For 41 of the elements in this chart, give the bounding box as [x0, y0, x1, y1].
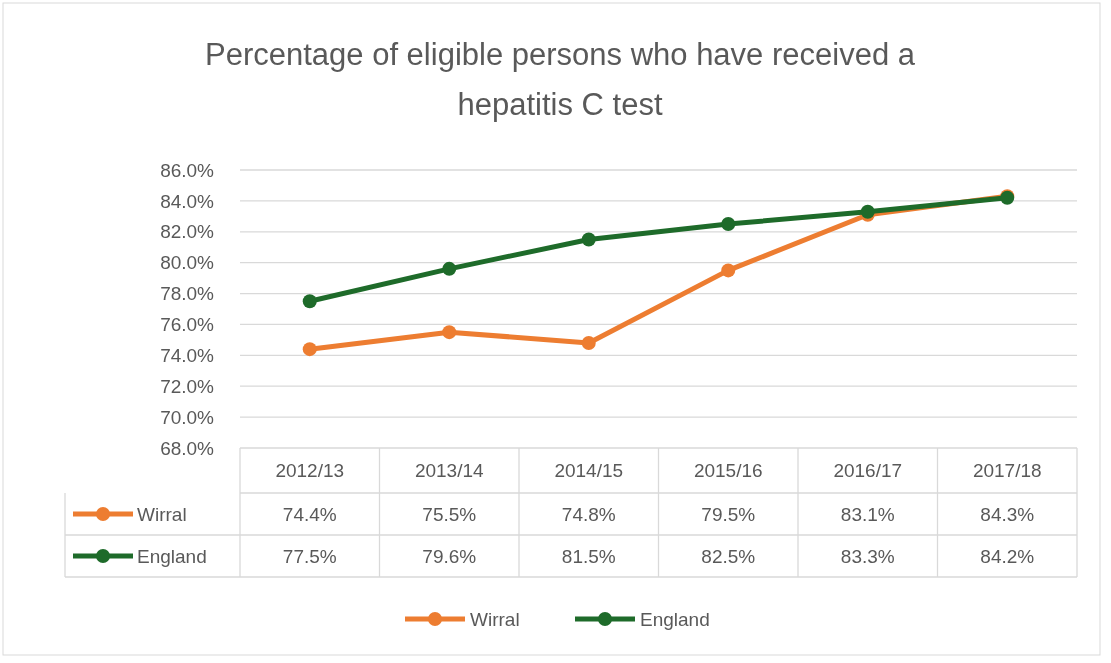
point	[442, 261, 457, 276]
data-label: 79.6%	[422, 545, 477, 567]
legend-label: England	[137, 545, 207, 567]
data-label: 75.5%	[422, 503, 477, 525]
data-label: 83.1%	[840, 503, 895, 525]
point	[302, 294, 317, 309]
point	[302, 342, 317, 357]
point	[581, 335, 596, 350]
chart-title: Percentage of eligible persons who have received a hepatitis C test	[204, 37, 916, 122]
legend-label: Wirral	[137, 503, 187, 525]
x-tick-label: 2013/14	[414, 460, 485, 482]
x-tick-label: 2015/16	[693, 460, 763, 482]
y-tick-label: 84.0%	[160, 190, 215, 212]
y-tick-label: 86.0%	[160, 159, 215, 181]
data-label: 74.4%	[282, 503, 337, 525]
x-tick-label: 2014/15	[554, 460, 624, 482]
y-tick-label: 82.0%	[160, 221, 215, 243]
data-label: 74.8%	[561, 503, 616, 525]
text: Wirral	[470, 608, 520, 630]
y-tick-label: 80.0%	[160, 252, 215, 274]
x-tick-label: 2016/17	[833, 460, 903, 482]
y-tick-label: 74.0%	[160, 344, 215, 366]
x-tick-label: 2012/13	[275, 460, 345, 482]
data-label: 77.5%	[282, 545, 337, 567]
y-tick-label: 78.0%	[160, 283, 215, 305]
y-tick-label: 68.0%	[160, 437, 215, 459]
y-tick-label: 72.0%	[160, 375, 215, 397]
y-tick-label: 76.0%	[160, 314, 215, 336]
point	[442, 325, 457, 340]
data-label: 84.3%	[980, 503, 1035, 525]
data-label: 81.5%	[561, 545, 616, 567]
data-label: 79.5%	[701, 503, 756, 525]
point	[721, 217, 736, 232]
text: England	[640, 608, 710, 630]
data-label: 82.5%	[701, 545, 756, 567]
data-label: 83.3%	[840, 545, 895, 567]
y-tick-label: 70.0%	[160, 406, 215, 428]
x-tick-label: 2017/18	[972, 460, 1042, 482]
data-label: 84.2%	[980, 545, 1035, 567]
point	[581, 232, 596, 247]
point	[721, 263, 736, 278]
